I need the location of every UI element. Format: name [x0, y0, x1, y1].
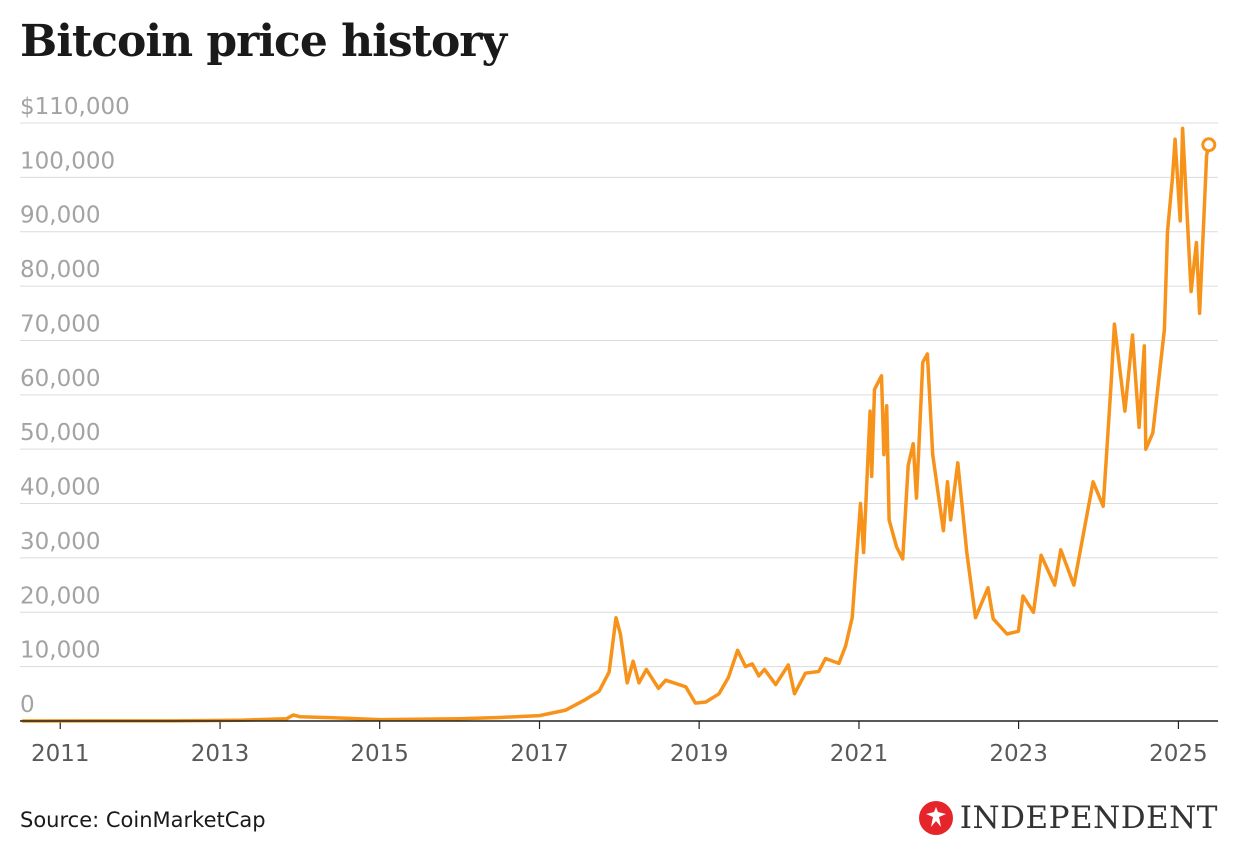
y-tick-label: 80,000	[20, 257, 100, 283]
y-tick-label: 50,000	[20, 420, 100, 446]
eagle-logo-icon	[918, 801, 953, 835]
y-tick-label: $110,000	[20, 94, 130, 120]
y-tick-label: 100,000	[20, 148, 115, 174]
x-tick-label: 2019	[670, 741, 729, 767]
source-note: Source: CoinMarketCap	[20, 808, 266, 832]
gridlines	[20, 122, 1218, 668]
y-tick-label: 40,000	[20, 475, 100, 501]
y-tick-label: 70,000	[20, 311, 100, 337]
y-tick-label: 0	[20, 692, 35, 718]
x-tick-label: 2023	[989, 741, 1048, 767]
y-tick-label: 10,000	[20, 638, 100, 664]
x-axis-ticks: 2011 2013 2015 2017 2019 2021 2023 2025	[31, 721, 1208, 767]
price-series-line	[21, 126, 1211, 723]
chart-title: Bitcoin price history	[20, 16, 507, 67]
x-tick-label: 2013	[191, 741, 250, 767]
x-tick-label: 2015	[350, 741, 409, 767]
x-tick-label: 2025	[1149, 741, 1208, 767]
y-tick-label: 30,000	[20, 529, 100, 555]
x-tick-label: 2011	[31, 741, 90, 767]
x-tick-label: 2017	[510, 741, 569, 767]
y-tick-label: 90,000	[20, 203, 100, 229]
y-axis-ticks: 0 10,000 20,000 30,000 40,000 50,000 60,000 70,…	[20, 94, 130, 718]
latest-price-marker	[1201, 137, 1217, 153]
x-tick-label: 2021	[830, 741, 889, 767]
publisher-logo: INDEPENDENT	[918, 800, 1218, 836]
y-tick-label: 60,000	[20, 366, 100, 392]
y-tick-label: 20,000	[20, 583, 100, 609]
publisher-name: INDEPENDENT	[959, 800, 1218, 836]
